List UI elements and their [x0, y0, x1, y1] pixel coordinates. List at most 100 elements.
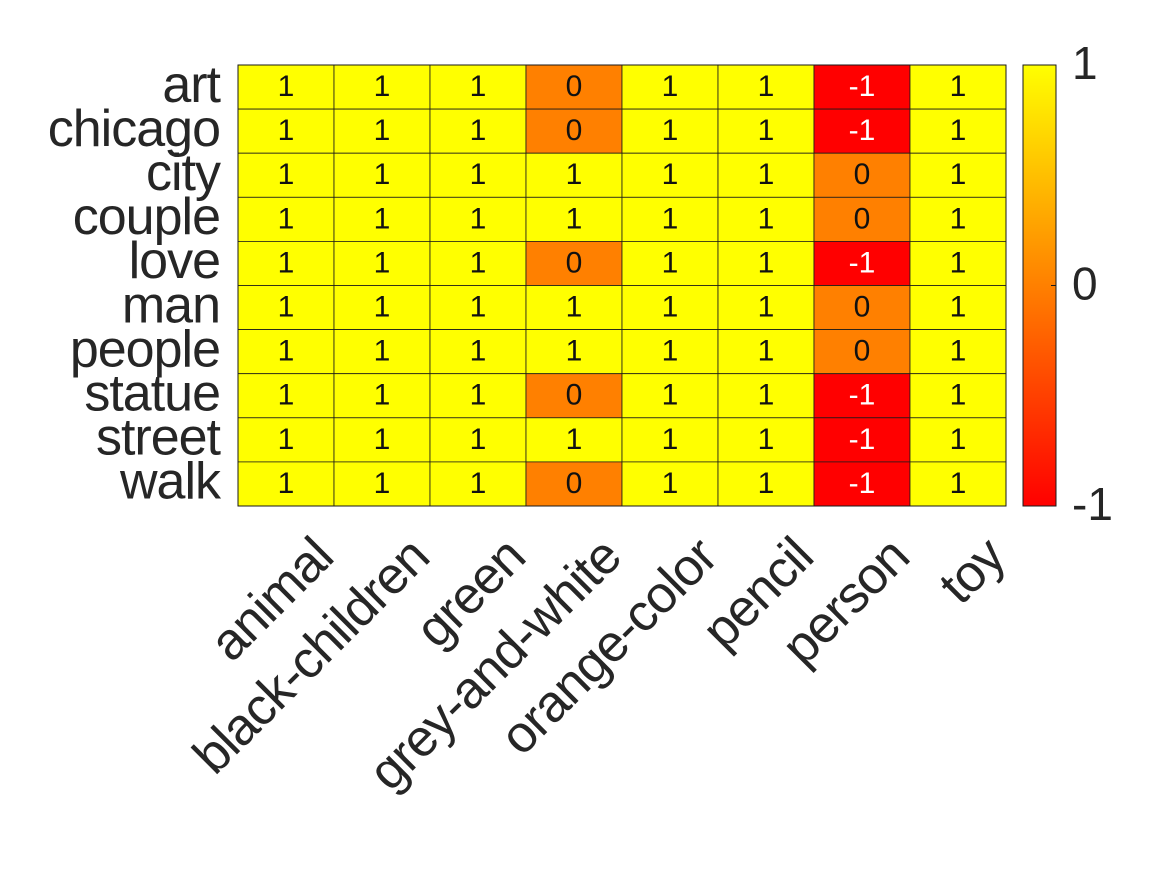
- heatmap-cell: [429, 152, 527, 198]
- cell-value-label: 1: [470, 246, 487, 279]
- cell-value-label: 1: [950, 202, 967, 235]
- cell-value-label: 1: [758, 379, 775, 412]
- cell-value-label: 0: [566, 467, 583, 500]
- cell-value-label: 1: [662, 467, 679, 500]
- heatmap-cell: [525, 64, 623, 110]
- row-tick-label: chicago: [48, 100, 220, 158]
- cell-value-label: 1: [374, 379, 391, 412]
- heatmap-cell: [621, 108, 719, 154]
- cell-value-label: 1: [278, 379, 295, 412]
- heatmap-cell: [813, 196, 911, 242]
- row-tick-label: man: [122, 276, 220, 334]
- heatmap-cell: [813, 152, 911, 198]
- cell-value-label: 1: [374, 246, 391, 279]
- cell-value-label: 1: [758, 290, 775, 323]
- cell-value-label: 0: [854, 202, 871, 235]
- heatmap-cell: [525, 417, 623, 463]
- heatmap-cell: [333, 329, 431, 375]
- row-tick-label: walk: [119, 453, 222, 511]
- heatmap-cell: [237, 196, 335, 242]
- row-labels: artchicagocitycouplelovemanpeoplestatues…: [48, 56, 223, 511]
- cell-value-label: 0: [566, 246, 583, 279]
- cell-value-label: -1: [849, 70, 876, 103]
- heatmap-cell: [717, 461, 815, 507]
- cell-value-label: 1: [566, 423, 583, 456]
- cell-value-label: 1: [374, 467, 391, 500]
- cell-value-label: 1: [470, 335, 487, 368]
- row-tick-label: street: [96, 409, 222, 467]
- cell-value-label: 1: [470, 70, 487, 103]
- row-tick-label: statue: [84, 364, 220, 422]
- heatmap-cells: 1 1 1 0 1 1 -1 1 1 1 1 0 1 1 -1 1 1 1 1 1 1 1 0 1 1 1 1 1 1 1 0 1 1 1 1 0 1 1…: [237, 64, 1007, 507]
- heatmap-cell: [621, 329, 719, 375]
- cell-value-label: 1: [950, 290, 967, 323]
- cell-value-label: 1: [374, 423, 391, 456]
- cell-value-label: -1: [849, 379, 876, 412]
- cell-value-label: 1: [758, 467, 775, 500]
- heatmap-cell: [429, 196, 527, 242]
- heatmap-cell: [525, 196, 623, 242]
- cell-value-label: 1: [758, 246, 775, 279]
- colorbar-gradient: [1022, 64, 1057, 507]
- heatmap-cell: [909, 240, 1007, 286]
- cell-value-label: 1: [758, 158, 775, 191]
- heatmap-cell: [429, 285, 527, 330]
- heatmap-cell: [429, 373, 527, 419]
- heatmap-cell: [333, 108, 431, 154]
- heatmap-cell: [717, 417, 815, 463]
- cell-value-label: 1: [950, 114, 967, 147]
- cell-value-label: 1: [470, 423, 487, 456]
- cell-value-label: -1: [849, 114, 876, 147]
- heatmap-cell: [717, 329, 815, 375]
- heatmap-cell: [333, 461, 431, 507]
- cell-value-label: 1: [278, 158, 295, 191]
- heatmap-cell: [717, 285, 815, 330]
- cell-value-label: -1: [849, 423, 876, 456]
- cell-value-label: 1: [374, 202, 391, 235]
- cell-value-label: 1: [950, 158, 967, 191]
- cell-value-label: 1: [278, 467, 295, 500]
- row-tick-label: art: [162, 56, 221, 114]
- heatmap-cell: [909, 285, 1007, 330]
- heatmap-cell: [525, 108, 623, 154]
- heatmap-cell: [717, 64, 815, 110]
- heatmap-cell: [717, 152, 815, 198]
- cell-value-label: -1: [849, 467, 876, 500]
- cell-value-label: 1: [374, 114, 391, 147]
- cell-value-label: 1: [470, 379, 487, 412]
- row-tick-label: couple: [73, 188, 220, 246]
- cell-value-label: 1: [278, 70, 295, 103]
- cell-value-label: 1: [758, 70, 775, 103]
- cell-value-label: 1: [758, 114, 775, 147]
- row-tick-label: city: [146, 144, 221, 202]
- heatmap-cell: [621, 373, 719, 419]
- cell-value-label: 1: [758, 202, 775, 235]
- cell-value-label: 1: [374, 70, 391, 103]
- cell-value-label: -1: [849, 246, 876, 279]
- heatmap-cell: [333, 64, 431, 110]
- heatmap-cell: [621, 417, 719, 463]
- cell-value-label: 1: [374, 335, 391, 368]
- cell-value-label: 0: [854, 335, 871, 368]
- heatmap-cell: [333, 152, 431, 198]
- heatmap-cell: [909, 108, 1007, 154]
- heatmap-cell: [909, 417, 1007, 463]
- cell-value-label: 1: [278, 202, 295, 235]
- heatmap-cell: [621, 240, 719, 286]
- cell-value-label: 1: [470, 467, 487, 500]
- cell-value-label: 1: [662, 158, 679, 191]
- cell-value-label: 1: [950, 335, 967, 368]
- heatmap-cell: [621, 152, 719, 198]
- heatmap-cell: [429, 417, 527, 463]
- cell-value-label: 1: [278, 246, 295, 279]
- cell-value-label: 1: [662, 379, 679, 412]
- heatmap-cell: [237, 461, 335, 507]
- colorbar-tick-label: 0: [1072, 258, 1098, 310]
- heatmap-cell: [909, 64, 1007, 110]
- heatmap-cell: [621, 285, 719, 330]
- cell-value-label: 1: [470, 202, 487, 235]
- row-tick-label: love: [129, 232, 220, 290]
- cell-value-label: 1: [662, 335, 679, 368]
- column-labels: animalblack-childrengreengrey-and-whiteo…: [182, 526, 1017, 801]
